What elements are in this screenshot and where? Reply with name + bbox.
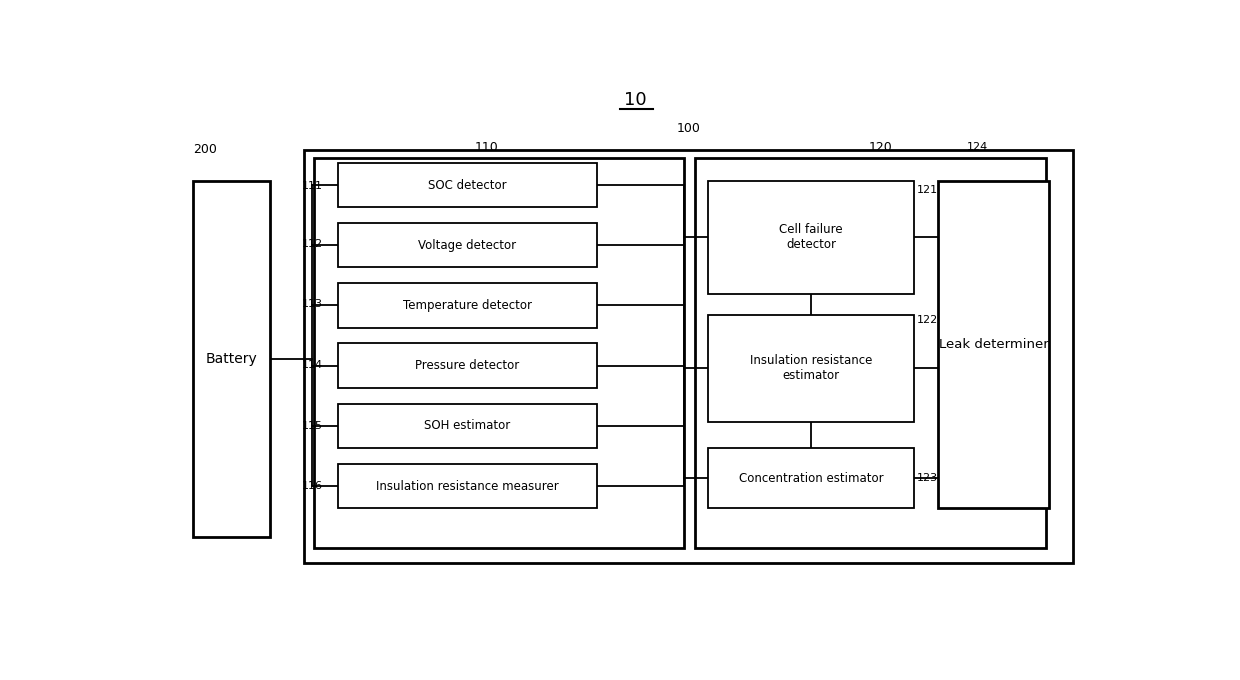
FancyBboxPatch shape — [337, 404, 596, 448]
Text: Cell failure
detector: Cell failure detector — [779, 223, 843, 252]
FancyBboxPatch shape — [337, 464, 596, 509]
FancyBboxPatch shape — [337, 283, 596, 328]
FancyBboxPatch shape — [193, 181, 270, 537]
FancyBboxPatch shape — [708, 315, 914, 422]
Text: 123: 123 — [918, 473, 939, 483]
Text: 10: 10 — [624, 91, 647, 109]
Text: Temperature detector: Temperature detector — [403, 299, 532, 312]
Text: 114: 114 — [303, 360, 324, 371]
Text: 120: 120 — [869, 141, 893, 154]
Text: Concentration estimator: Concentration estimator — [739, 472, 883, 485]
Text: 100: 100 — [676, 122, 701, 135]
FancyBboxPatch shape — [314, 158, 683, 547]
Text: 122: 122 — [918, 315, 939, 325]
FancyBboxPatch shape — [939, 181, 1049, 509]
FancyBboxPatch shape — [696, 158, 1045, 547]
Text: 124: 124 — [967, 142, 988, 152]
Text: Insulation resistance
estimator: Insulation resistance estimator — [750, 354, 872, 382]
Text: SOH estimator: SOH estimator — [424, 420, 511, 432]
Text: 116: 116 — [303, 481, 324, 491]
Text: Voltage detector: Voltage detector — [418, 239, 516, 252]
Text: Battery: Battery — [206, 352, 258, 366]
Text: 121: 121 — [918, 185, 939, 195]
Text: 200: 200 — [193, 143, 217, 156]
Text: 113: 113 — [303, 299, 324, 309]
FancyBboxPatch shape — [304, 150, 1073, 563]
Text: 111: 111 — [303, 182, 324, 191]
Text: 115: 115 — [303, 421, 324, 430]
FancyBboxPatch shape — [337, 343, 596, 388]
FancyBboxPatch shape — [337, 223, 596, 267]
Text: Insulation resistance measurer: Insulation resistance measurer — [376, 479, 559, 492]
Text: SOC detector: SOC detector — [428, 179, 507, 192]
Text: 110: 110 — [475, 141, 498, 154]
Text: 112: 112 — [303, 239, 324, 249]
Text: Pressure detector: Pressure detector — [415, 359, 520, 372]
FancyBboxPatch shape — [708, 448, 914, 509]
Text: Leak determiner: Leak determiner — [939, 338, 1048, 351]
FancyBboxPatch shape — [708, 181, 914, 294]
FancyBboxPatch shape — [337, 163, 596, 207]
